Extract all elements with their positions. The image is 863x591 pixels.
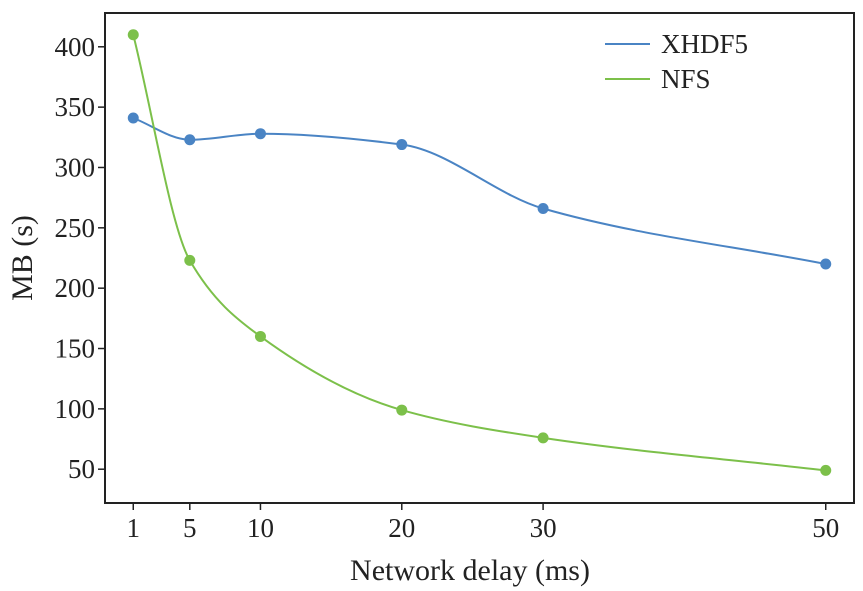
data-point-nfs <box>820 464 832 476</box>
y-axis-title: MB (s) <box>6 215 39 301</box>
series-line-xhdf5 <box>132 117 826 266</box>
data-point-nfs <box>396 404 408 416</box>
y-tick-label: 350 <box>55 92 96 122</box>
point-layer <box>127 29 832 476</box>
data-point-xhdf5 <box>127 112 139 124</box>
y-tick-label: 400 <box>55 32 96 62</box>
y-tick-label: 250 <box>55 213 96 243</box>
x-tick-label: 5 <box>183 513 197 543</box>
data-point-xhdf5 <box>396 139 408 151</box>
y-tick-label: 50 <box>68 454 95 484</box>
legend-label-nfs: NFS <box>661 64 711 94</box>
x-axis-title: Network delay (ms) <box>350 554 590 587</box>
series-layer <box>132 34 826 472</box>
data-point-xhdf5 <box>254 128 266 140</box>
data-point-xhdf5 <box>820 258 832 270</box>
plot-frame <box>104 12 855 504</box>
data-point-nfs <box>127 29 139 41</box>
y-tick-label: 200 <box>55 273 96 303</box>
y-tick-label: 300 <box>55 152 96 182</box>
x-axis: 1 5 10 20 30 50 <box>127 503 839 543</box>
x-tick-label: 1 <box>127 513 141 543</box>
data-point-xhdf5 <box>184 134 196 146</box>
data-point-xhdf5 <box>537 203 549 215</box>
legend-label-xhdf5: XHDF5 <box>661 29 748 59</box>
data-point-nfs <box>184 254 196 266</box>
series-line-nfs <box>132 34 826 472</box>
x-tick-label: 30 <box>530 513 557 543</box>
x-tick-label: 50 <box>812 513 839 543</box>
y-axis: 50 100 150 200 250 300 350 400 <box>55 32 105 484</box>
data-point-nfs <box>254 330 266 342</box>
y-tick-label: 100 <box>55 394 96 424</box>
plot-area <box>104 12 855 504</box>
x-tick-label: 20 <box>388 513 415 543</box>
legend: XHDF5 NFS <box>605 29 748 94</box>
y-tick-label: 150 <box>55 334 96 364</box>
data-point-nfs <box>537 432 549 444</box>
x-tick-label: 10 <box>247 513 274 543</box>
